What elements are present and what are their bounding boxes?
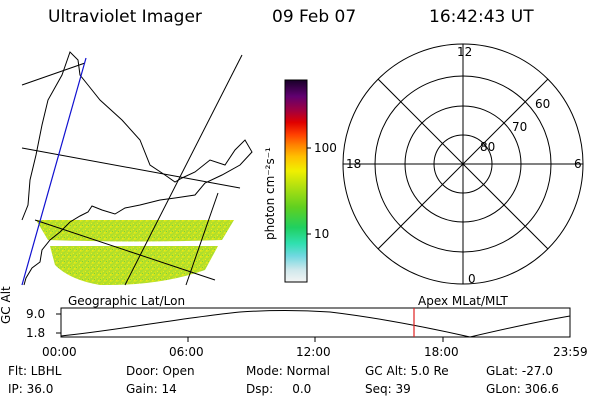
polar-hour-12: 12: [457, 45, 473, 59]
geographic-map: [21, 51, 253, 286]
polar-hour-0: 0: [468, 272, 476, 286]
time-tick-0600: 06:00: [169, 345, 204, 359]
image-date: 09 Feb 07: [272, 7, 357, 27]
map-grid-lines: [21, 54, 243, 286]
info-dsp: Dsp: 0.0: [246, 382, 312, 396]
polar-label: Apex MLat/MLT: [418, 294, 508, 308]
altitude-tick-9: 9.0: [26, 307, 46, 321]
app-title: Ultraviolet Imager: [48, 7, 202, 27]
map-meridian-blue: [21, 57, 87, 286]
info-ip: IP: 36.0: [8, 382, 54, 396]
polar-lat-60: 60: [535, 97, 551, 111]
polar-plot: [342, 43, 584, 285]
info-mode: Mode: Normal: [246, 364, 330, 378]
info-gain: Gain: 14: [126, 382, 177, 396]
coastline: [21, 51, 253, 286]
polar-lat-70: 70: [512, 120, 528, 134]
time-tick-1800: 18:00: [424, 345, 459, 359]
info-gc-alt: GC Alt: 5.0 Re: [365, 364, 449, 378]
time-tick-2359: 23:59: [553, 345, 588, 359]
info-seq: Seq: 39: [365, 382, 411, 396]
info-door: Door: Open: [126, 364, 195, 378]
time-tick-0000: 00:00: [42, 345, 77, 359]
altitude-tick-1-8: 1.8: [26, 326, 46, 340]
polar-lat-80: 80: [480, 140, 496, 154]
aurora-image-band-lower: [50, 246, 218, 286]
colorbar-tick-100: 100: [314, 141, 337, 155]
aurora-image-band-upper: [36, 220, 234, 242]
altitude-axis-title: GC Alt: [0, 286, 13, 324]
colorbar-units-label: photon cm⁻²s⁻¹: [263, 147, 277, 240]
color-scale: [284, 79, 311, 283]
polar-hour-6: 6: [574, 157, 582, 171]
altitude-curve: [60, 310, 571, 338]
info-glon: GLon: 306.6: [486, 382, 559, 396]
image-time: 16:42:43 UT: [429, 7, 534, 27]
map-label: Geographic Lat/Lon: [68, 294, 186, 308]
altitude-plot: [56, 307, 571, 342]
colorbar-tick-10: 10: [314, 227, 330, 241]
info-glat: GLat: -27.0: [486, 364, 553, 378]
time-tick-1200: 12:00: [296, 345, 331, 359]
polar-hour-18: 18: [346, 157, 362, 171]
info-filter: Flt: LBHL: [8, 364, 62, 378]
